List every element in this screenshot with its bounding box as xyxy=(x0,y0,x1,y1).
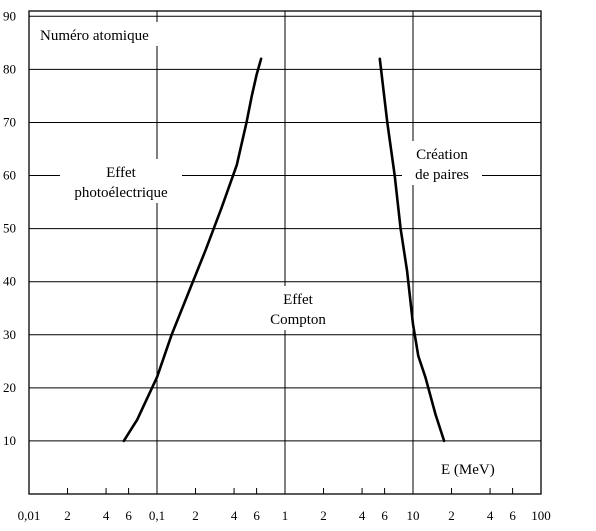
x-tick-label: 6 xyxy=(509,508,516,523)
x-tick-label: 0,1 xyxy=(149,508,165,523)
plot-frame xyxy=(28,10,542,495)
x-tick-label: 6 xyxy=(253,508,260,523)
region-label-background xyxy=(402,141,482,185)
x-axis-label: E (MeV) xyxy=(441,462,495,478)
x-tick-label: 4 xyxy=(103,508,110,523)
y-tick-label: 20 xyxy=(3,380,16,395)
x-tick-label: 0,01 xyxy=(18,508,41,523)
y-tick-label: 60 xyxy=(3,168,16,183)
region-label-background xyxy=(260,286,336,330)
x-tick-label: 2 xyxy=(192,508,199,523)
x-tick-label: 2 xyxy=(320,508,327,523)
boundary-curves xyxy=(122,57,446,443)
region-label-line: Compton xyxy=(270,312,326,328)
chart-title: Numéro atomique xyxy=(40,28,149,44)
x-axis-ticks: 0,01 2 4 6 0,1 2 4 6 1 2 4 6 10 2 4 6 100 xyxy=(18,488,551,523)
region-label-line: de paires xyxy=(415,167,469,183)
y-tick-label: 10 xyxy=(3,433,16,448)
x-tick-label: 100 xyxy=(531,508,551,523)
x-tick-label: 6 xyxy=(125,508,132,523)
region-labels: Effet photoélectrique Effet Compton Création… xyxy=(60,141,482,330)
region-label-line: photoélectrique xyxy=(74,185,168,201)
boundary-curve-2 xyxy=(378,57,446,443)
y-tick-label: 30 xyxy=(3,327,16,342)
y-tick-label: 50 xyxy=(3,221,16,236)
xlabel-background xyxy=(432,457,526,479)
x-tick-label: 2 xyxy=(64,508,71,523)
y-tick-label: 70 xyxy=(3,114,16,129)
region-label-background xyxy=(60,159,182,203)
x-tick-label: 4 xyxy=(359,508,366,523)
title-background xyxy=(32,22,172,46)
region-label-line: Effet xyxy=(106,165,137,181)
y-tick-label: 40 xyxy=(3,274,16,289)
y-tick-label: 80 xyxy=(3,61,16,76)
x-tick-label: 1 xyxy=(282,508,289,523)
x-tick-label: 6 xyxy=(381,508,388,523)
y-axis-ticks: 10 20 30 40 50 60 70 80 90 xyxy=(3,8,16,448)
x-tick-label: 4 xyxy=(231,508,238,523)
region-label-line: Effet xyxy=(283,292,314,308)
x-tick-label: 4 xyxy=(487,508,494,523)
region-label-line: Création xyxy=(416,147,468,163)
x-tick-label: 2 xyxy=(448,508,455,523)
y-tick-label: 90 xyxy=(3,8,16,23)
x-tick-label: 10 xyxy=(407,508,420,523)
boundary-curve-1 xyxy=(122,57,263,443)
grid-lines xyxy=(29,11,541,494)
